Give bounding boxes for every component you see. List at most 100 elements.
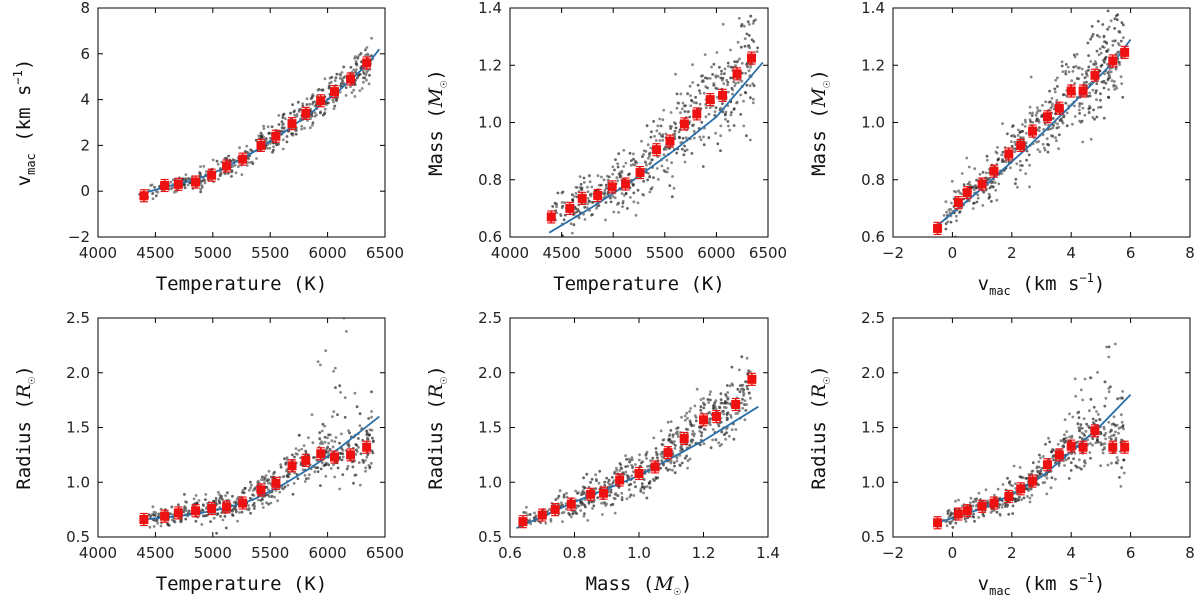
scatter-point bbox=[249, 511, 253, 515]
binned-point bbox=[301, 455, 311, 465]
scatter-point bbox=[1021, 129, 1025, 133]
scatter-point bbox=[955, 219, 958, 223]
scatter-point bbox=[993, 181, 997, 185]
scatter-point bbox=[218, 493, 222, 497]
scatter-point bbox=[218, 500, 221, 503]
scatter-point bbox=[312, 456, 315, 459]
scatter-point bbox=[1080, 437, 1084, 440]
binned-point bbox=[139, 191, 149, 201]
scatter-point bbox=[628, 172, 631, 176]
scatter-point bbox=[612, 210, 616, 214]
scatter-point bbox=[281, 138, 285, 142]
scatter-point bbox=[1088, 104, 1091, 108]
scatter-point bbox=[582, 176, 586, 180]
plot-frame bbox=[97, 7, 386, 238]
scatter-point bbox=[594, 487, 597, 491]
scatter-point bbox=[680, 107, 684, 111]
scatter-point bbox=[714, 438, 718, 442]
scatter-point bbox=[948, 211, 952, 215]
scatter-point bbox=[673, 471, 677, 475]
scatter-point bbox=[257, 134, 261, 138]
x-tick-label: 4500 bbox=[136, 544, 174, 562]
scatter-point bbox=[730, 111, 733, 114]
scatter-point bbox=[1093, 60, 1097, 63]
scatter-point bbox=[991, 185, 995, 189]
scatter-point bbox=[184, 173, 188, 177]
scatter-point bbox=[1065, 111, 1069, 115]
scatter-point bbox=[1088, 409, 1091, 413]
scatter-point bbox=[372, 439, 375, 443]
x-tick-label: 4000 bbox=[79, 544, 117, 562]
scatter-point bbox=[1035, 140, 1038, 144]
scatter-point bbox=[685, 454, 688, 458]
scatter-point bbox=[353, 55, 357, 58]
scatter-point bbox=[731, 88, 735, 92]
scatter-point bbox=[588, 200, 591, 203]
scatter-point bbox=[262, 136, 266, 139]
scatter-point bbox=[732, 80, 735, 84]
scatter-point bbox=[735, 100, 739, 104]
scatter-point bbox=[580, 501, 583, 505]
scatter-point bbox=[688, 443, 692, 447]
scatter-point bbox=[333, 440, 337, 443]
scatter-point bbox=[726, 90, 730, 94]
scatter-point bbox=[633, 480, 636, 484]
scatter-point bbox=[241, 491, 244, 494]
scatter-point bbox=[605, 476, 609, 480]
scatter-point bbox=[1108, 436, 1111, 439]
scatter-point bbox=[1115, 456, 1119, 459]
scatter-point bbox=[634, 463, 637, 466]
scatter-point bbox=[696, 83, 700, 87]
scatter-point bbox=[1028, 163, 1031, 167]
scatter-point bbox=[987, 196, 991, 200]
scatter-point bbox=[1057, 133, 1061, 137]
scatter-point bbox=[364, 48, 367, 52]
x-tick-label: 5500 bbox=[251, 544, 289, 562]
y-tick-label: 1.0 bbox=[861, 114, 885, 132]
scatter-point bbox=[183, 493, 186, 496]
scatter-point bbox=[594, 477, 598, 481]
scatter-point bbox=[195, 502, 199, 505]
scatter-point bbox=[699, 138, 703, 142]
scatter-point bbox=[319, 363, 322, 367]
scatter-point bbox=[1110, 434, 1113, 438]
scatter-point bbox=[1006, 476, 1009, 480]
y-tick-label: 1.4 bbox=[478, 0, 502, 17]
scatter-point bbox=[732, 437, 736, 441]
scatter-point bbox=[525, 505, 528, 509]
scatter-point bbox=[708, 411, 711, 414]
scatter-point bbox=[343, 415, 347, 419]
scatter-point bbox=[656, 456, 659, 460]
scatter-point bbox=[335, 72, 339, 76]
scatter-point bbox=[604, 201, 608, 204]
scatter-point bbox=[582, 181, 586, 184]
scatter-point bbox=[1112, 84, 1115, 88]
scatter-point bbox=[686, 459, 690, 463]
scatter-point bbox=[630, 456, 634, 459]
scatter-point bbox=[247, 507, 251, 510]
scatter-point bbox=[724, 110, 728, 114]
scatter-point bbox=[1076, 422, 1080, 426]
scatter-point bbox=[216, 162, 220, 166]
scatter-point bbox=[689, 94, 692, 97]
scatter-point bbox=[1078, 108, 1081, 112]
scatter-point bbox=[362, 461, 365, 464]
scatter-point bbox=[964, 520, 968, 523]
scatter-point bbox=[1113, 39, 1117, 43]
scatter-point bbox=[1041, 455, 1045, 458]
scatter-point bbox=[574, 191, 578, 195]
scatter-point bbox=[211, 158, 215, 162]
scatter-point bbox=[332, 107, 336, 110]
scatter-point bbox=[672, 461, 676, 465]
scatter-point bbox=[1087, 107, 1091, 111]
scatter-point bbox=[620, 491, 624, 495]
fit-line bbox=[137, 48, 381, 196]
scatter-point bbox=[1101, 448, 1105, 452]
y-tick-label: 1.0 bbox=[478, 473, 502, 491]
scatter-point bbox=[351, 465, 355, 469]
scatter-point bbox=[1010, 144, 1014, 148]
scatter-point bbox=[645, 496, 649, 500]
scatter-point bbox=[686, 428, 690, 432]
scatter-point bbox=[580, 188, 584, 192]
